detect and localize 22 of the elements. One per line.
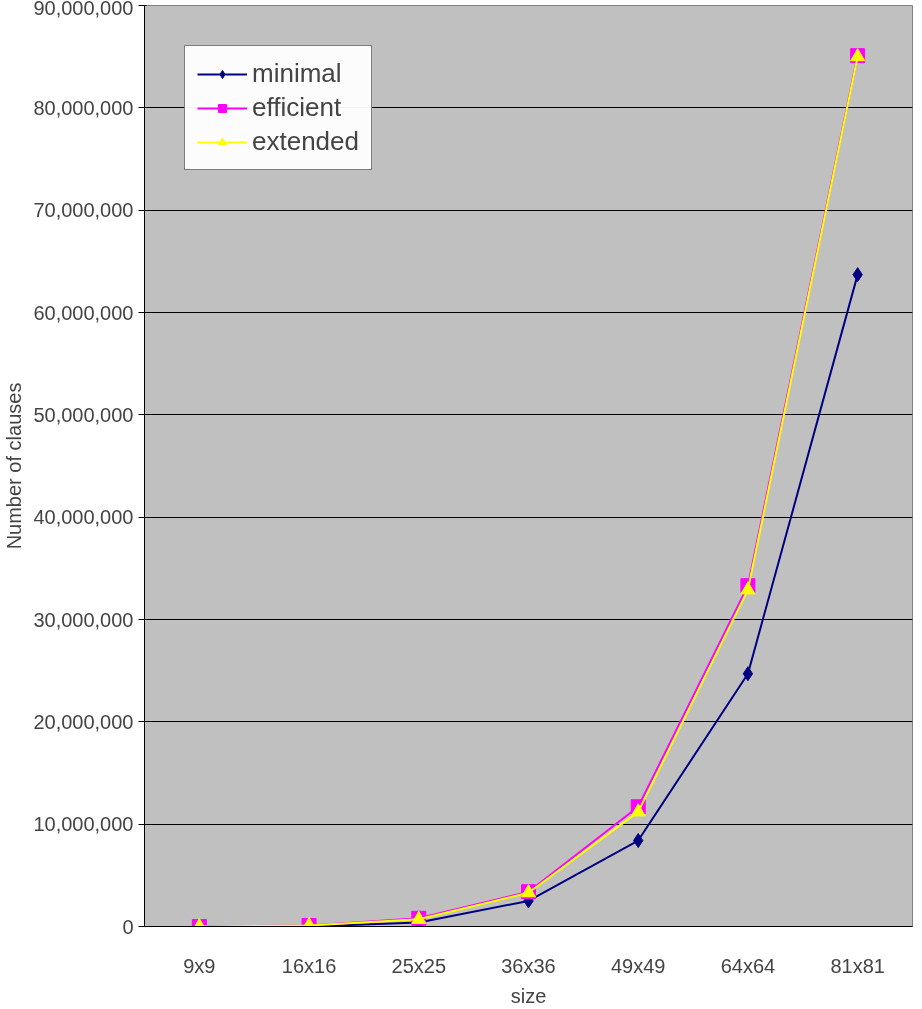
legend-label: minimal bbox=[252, 58, 342, 89]
y-tick-label: 0 bbox=[122, 915, 134, 938]
x-tick-label: 49x49 bbox=[610, 954, 666, 977]
x-tick-label: 81x81 bbox=[830, 954, 885, 977]
x-tick-label: 36x36 bbox=[501, 954, 556, 977]
y-tick-label: 60,000,000 bbox=[33, 301, 134, 324]
y-tick-label: 80,000,000 bbox=[33, 96, 134, 119]
y-tick-label: 70,000,000 bbox=[33, 199, 134, 222]
y-tick-label: 50,000,000 bbox=[33, 403, 134, 426]
y-tick-label: 90,000,000 bbox=[33, 0, 134, 19]
x-tick-label: 25x25 bbox=[391, 954, 447, 977]
x-tick-label: 64x64 bbox=[720, 954, 776, 977]
y-tick-label: 40,000,000 bbox=[33, 506, 134, 529]
y-axis-title: Number of clauses bbox=[3, 382, 26, 550]
y-tick-label: 10,000,000 bbox=[33, 813, 134, 836]
x-tick-label: 9x9 bbox=[183, 954, 216, 977]
y-tick-label: 30,000,000 bbox=[33, 608, 134, 631]
y-tick-label: 20,000,000 bbox=[33, 710, 134, 733]
x-tick-label: 16x16 bbox=[281, 954, 337, 977]
legend-label: extended bbox=[252, 126, 359, 157]
x-axis-title: size bbox=[510, 984, 547, 1007]
legend-label: efficient bbox=[252, 92, 342, 123]
